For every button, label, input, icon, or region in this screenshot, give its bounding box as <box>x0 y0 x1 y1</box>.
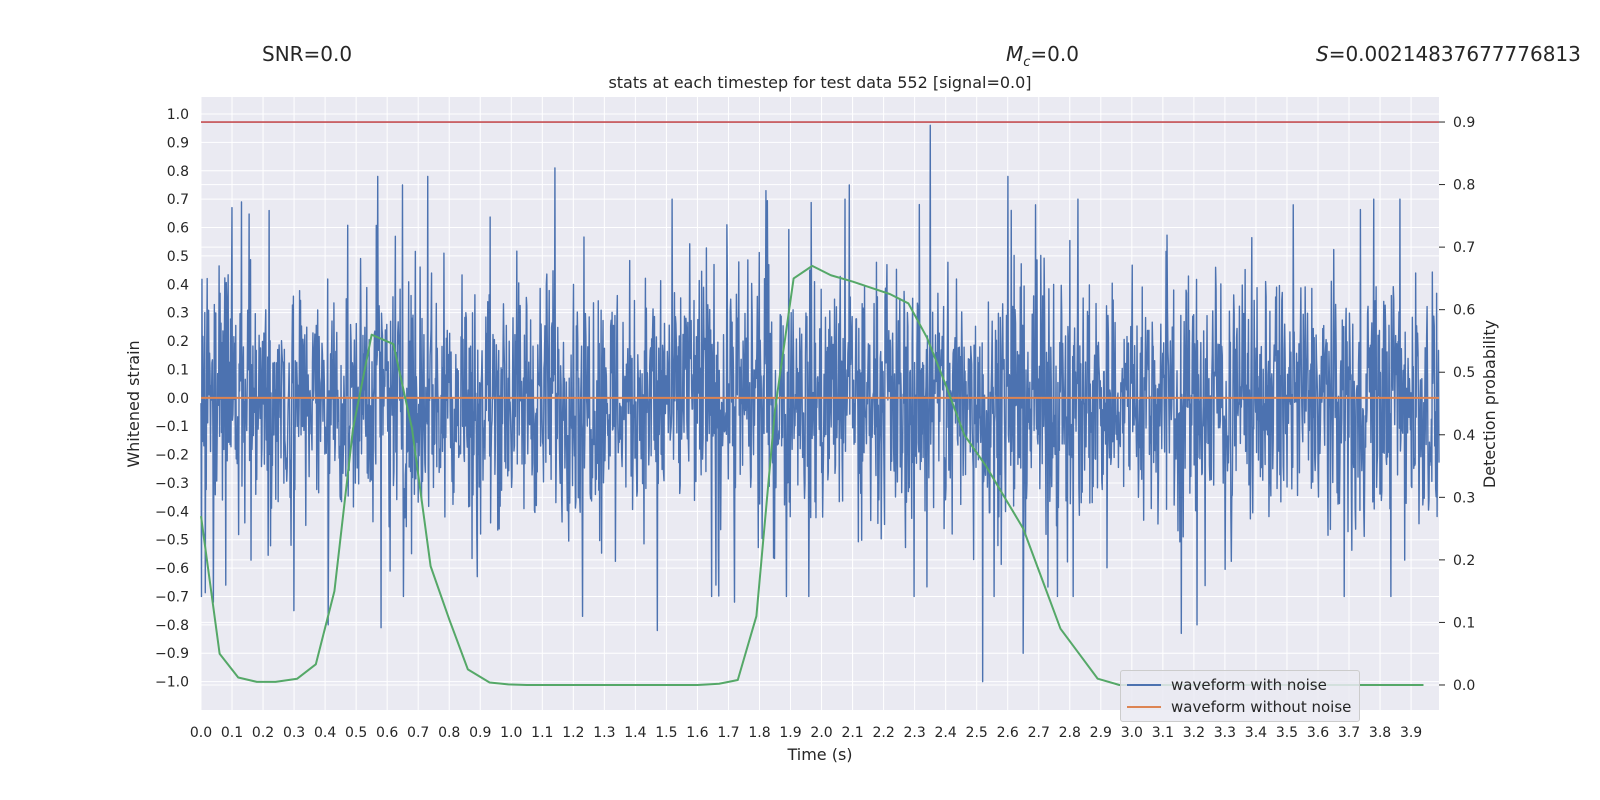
y-tick-label: −0.6 <box>155 561 189 577</box>
x-tick-label: 0.6 <box>376 725 398 741</box>
legend-label-clean: waveform without noise <box>1171 698 1352 716</box>
chirp-mass-label: Mc=0.0 <box>1006 42 1079 70</box>
x-tick-label: 1.7 <box>717 725 739 741</box>
y-axis-label: Whitened strain <box>124 340 143 467</box>
noisy-waveform-series <box>200 124 1440 683</box>
x-tick-label: 1.0 <box>500 725 522 741</box>
x-tick-label: 3.6 <box>1307 725 1329 741</box>
y2-tick-label: 0.0 <box>1453 678 1475 694</box>
x-tick-label: 2.8 <box>1059 725 1081 741</box>
y2-tick-label: 0.9 <box>1453 115 1475 131</box>
y2-tick-label: 0.2 <box>1453 553 1475 569</box>
x-tick-label: 2.3 <box>904 725 926 741</box>
y-tick-label: 0.6 <box>167 221 189 237</box>
x-tick-label: 1.2 <box>562 725 584 741</box>
x-tick-label: 2.0 <box>810 725 832 741</box>
y2-ticks: 0.9 0.8 0.7 0.6 0.5 0.4 0.3 0.2 0.1 0.0 <box>1439 115 1475 694</box>
chart-title: stats at each timestep for test data 552… <box>608 73 1031 92</box>
legend-swatch-clean <box>1127 706 1161 708</box>
x-tick-label: 2.7 <box>1028 725 1050 741</box>
y-ticks: 1.0 0.9 0.8 0.7 0.6 0.5 0.4 0.3 0.2 0.1 0.0 −0.1 −0.… <box>155 107 189 691</box>
y2-axis-label: Detection probability <box>1480 320 1499 488</box>
y-tick-label: 0.8 <box>167 164 189 180</box>
legend-item-noisy: waveform with noise <box>1127 675 1327 695</box>
y-tick-label: −0.7 <box>155 589 189 605</box>
noisy-waveform-line <box>200 124 1440 683</box>
x-tick-label: 0.1 <box>221 725 243 741</box>
x-tick-label: 3.8 <box>1369 725 1391 741</box>
y-tick-label: −0.9 <box>155 646 189 662</box>
legend-item-clean: waveform without noise <box>1127 697 1351 717</box>
legend-swatch-noisy <box>1127 684 1161 686</box>
x-tick-label: 0.5 <box>345 725 367 741</box>
x-tick-label: 1.8 <box>748 725 770 741</box>
y-tick-label: 0.7 <box>167 192 189 208</box>
y-tick-label: −1.0 <box>155 675 189 691</box>
y2-tick-label: 0.4 <box>1453 428 1475 444</box>
chirp-mass-symbol: M <box>1006 42 1024 66</box>
y-tick-label: −0.4 <box>155 504 189 520</box>
x-tick-label: 2.5 <box>966 725 988 741</box>
x-tick-label: 0.4 <box>314 725 336 741</box>
y2-tick-label: 0.3 <box>1453 490 1475 506</box>
x-tick-label: 2.2 <box>872 725 894 741</box>
legend: waveform with noise waveform without noi… <box>1120 670 1360 722</box>
x-axis-label: Time (s) <box>786 745 852 764</box>
y2-tick-label: 0.8 <box>1453 178 1475 194</box>
x-ticks: 0.0 0.1 0.2 0.3 0.4 0.5 0.6 0.7 0.8 0.9 1.0 1.1 1.2 1… <box>190 725 1422 741</box>
x-tick-label: 0.8 <box>438 725 460 741</box>
x-tick-label: 3.5 <box>1276 725 1298 741</box>
x-tick-label: 0.2 <box>252 725 274 741</box>
legend-label-noisy: waveform with noise <box>1171 676 1327 694</box>
s-value: =0.00214837677776813 <box>1328 42 1581 66</box>
x-tick-label: 1.5 <box>655 725 677 741</box>
y-tick-label: 0.4 <box>167 277 189 293</box>
y-tick-label: −0.5 <box>155 533 189 549</box>
y-tick-label: 0.1 <box>167 362 189 378</box>
x-tick-label: 2.9 <box>1090 725 1112 741</box>
x-tick-label: 2.4 <box>935 725 957 741</box>
y-tick-label: 0.0 <box>167 391 189 407</box>
x-tick-label: 1.1 <box>531 725 553 741</box>
snr-label: SNR=0.0 <box>262 42 353 66</box>
y-tick-label: −0.3 <box>155 476 189 492</box>
x-tick-label: 3.0 <box>1121 725 1143 741</box>
s-statistic-label: S=0.00214837677776813 <box>1316 42 1581 66</box>
y-tick-label: 0.3 <box>167 306 189 322</box>
y2-tick-label: 0.1 <box>1453 615 1475 631</box>
y-tick-label: −0.1 <box>155 419 189 435</box>
x-tick-label: 0.3 <box>283 725 305 741</box>
x-tick-label: 1.3 <box>593 725 615 741</box>
x-tick-label: 3.3 <box>1214 725 1236 741</box>
y2-tick-label: 0.5 <box>1453 365 1475 381</box>
y-tick-label: −0.8 <box>155 618 189 634</box>
y-tick-label: 1.0 <box>167 107 189 123</box>
y-tick-label: −0.2 <box>155 448 189 464</box>
y2-tick-label: 0.6 <box>1453 303 1475 319</box>
x-tick-label: 3.2 <box>1183 725 1205 741</box>
x-tick-label: 3.1 <box>1152 725 1174 741</box>
x-tick-label: 3.9 <box>1400 725 1422 741</box>
y-tick-label: 0.9 <box>167 135 189 151</box>
x-tick-label: 2.1 <box>841 725 863 741</box>
x-tick-label: 2.6 <box>997 725 1019 741</box>
chirp-mass-value: =0.0 <box>1030 42 1079 66</box>
x-tick-label: 1.9 <box>779 725 801 741</box>
y-tick-label: 0.2 <box>167 334 189 350</box>
x-tick-label: 3.4 <box>1245 725 1267 741</box>
chirp-mass-subscript: c <box>1023 55 1031 70</box>
y-tick-label: 0.5 <box>167 249 189 265</box>
x-tick-label: 1.4 <box>624 725 646 741</box>
x-tick-label: 0.7 <box>407 725 429 741</box>
y2-tick-label: 0.7 <box>1453 240 1475 256</box>
s-symbol: S <box>1316 42 1329 66</box>
x-tick-label: 0.0 <box>190 725 212 741</box>
x-tick-label: 3.7 <box>1338 725 1360 741</box>
x-tick-label: 1.6 <box>686 725 708 741</box>
x-tick-label: 0.9 <box>469 725 491 741</box>
